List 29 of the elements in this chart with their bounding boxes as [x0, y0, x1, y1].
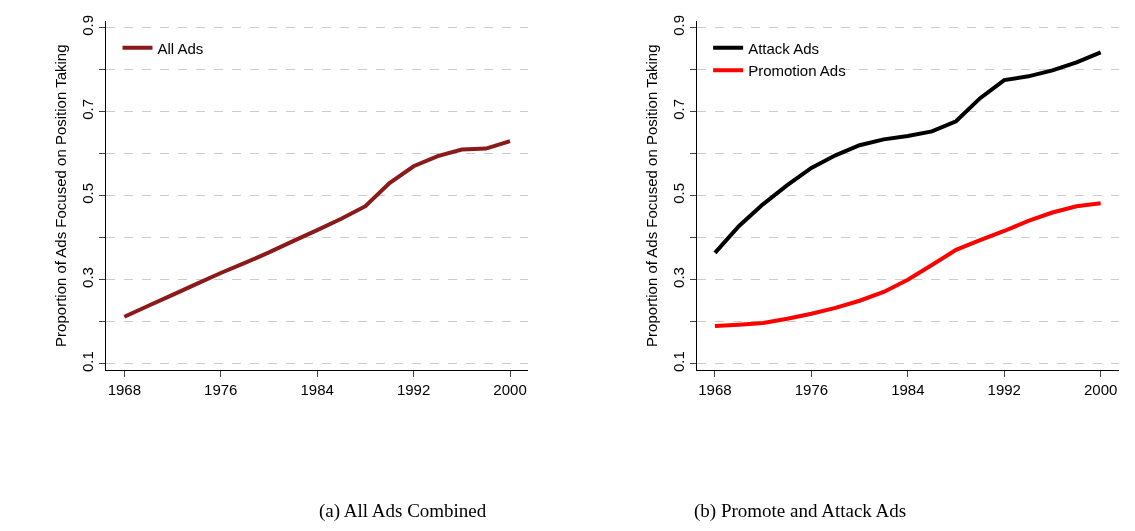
- x-tick-label: 1968: [698, 381, 732, 399]
- y-tick-label: 0.1: [79, 351, 97, 372]
- y-tick-label: 0.9: [79, 14, 97, 36]
- line-series: [122, 139, 513, 319]
- x-tick-label: 1968: [107, 381, 142, 399]
- y-tick-label: 0.7: [79, 98, 97, 120]
- line-series: [712, 201, 1103, 328]
- x-tick-label: 2000: [493, 381, 527, 399]
- y-tick-label: 0.3: [669, 267, 687, 288]
- x-tick-label: 1976: [204, 381, 238, 399]
- legend-label: Attack Ads: [748, 39, 819, 57]
- x-tick-label: 1984: [300, 381, 334, 399]
- x-tick-label: 1992: [396, 381, 431, 399]
- text: (a) All Ads Combined: [319, 500, 487, 522]
- y-tick-label: 0.5: [79, 183, 97, 204]
- x-tick-label: 1984: [891, 381, 925, 399]
- x-tick-label: 2000: [1083, 381, 1118, 399]
- x-tick-label: 1976: [794, 381, 829, 399]
- y-tick-label: 0.7: [669, 98, 687, 120]
- x-tick-label: 1992: [987, 381, 1021, 399]
- y-tick-label: 0.9: [669, 14, 687, 36]
- y-axis-title: Proportion of Ads Focused on Position Taking: [52, 44, 70, 347]
- legend-label: Promotion Ads: [748, 62, 846, 80]
- text: (b) Promote and Attack Ads: [694, 500, 907, 522]
- y-tick-label: 0.5: [669, 183, 687, 204]
- legend-label: All Ads: [157, 39, 204, 57]
- y-tick-label: 0.1: [669, 351, 687, 372]
- y-tick-label: 0.3: [79, 267, 97, 288]
- y-axis-title: Proportion of Ads Focused on Position Taking: [643, 44, 661, 347]
